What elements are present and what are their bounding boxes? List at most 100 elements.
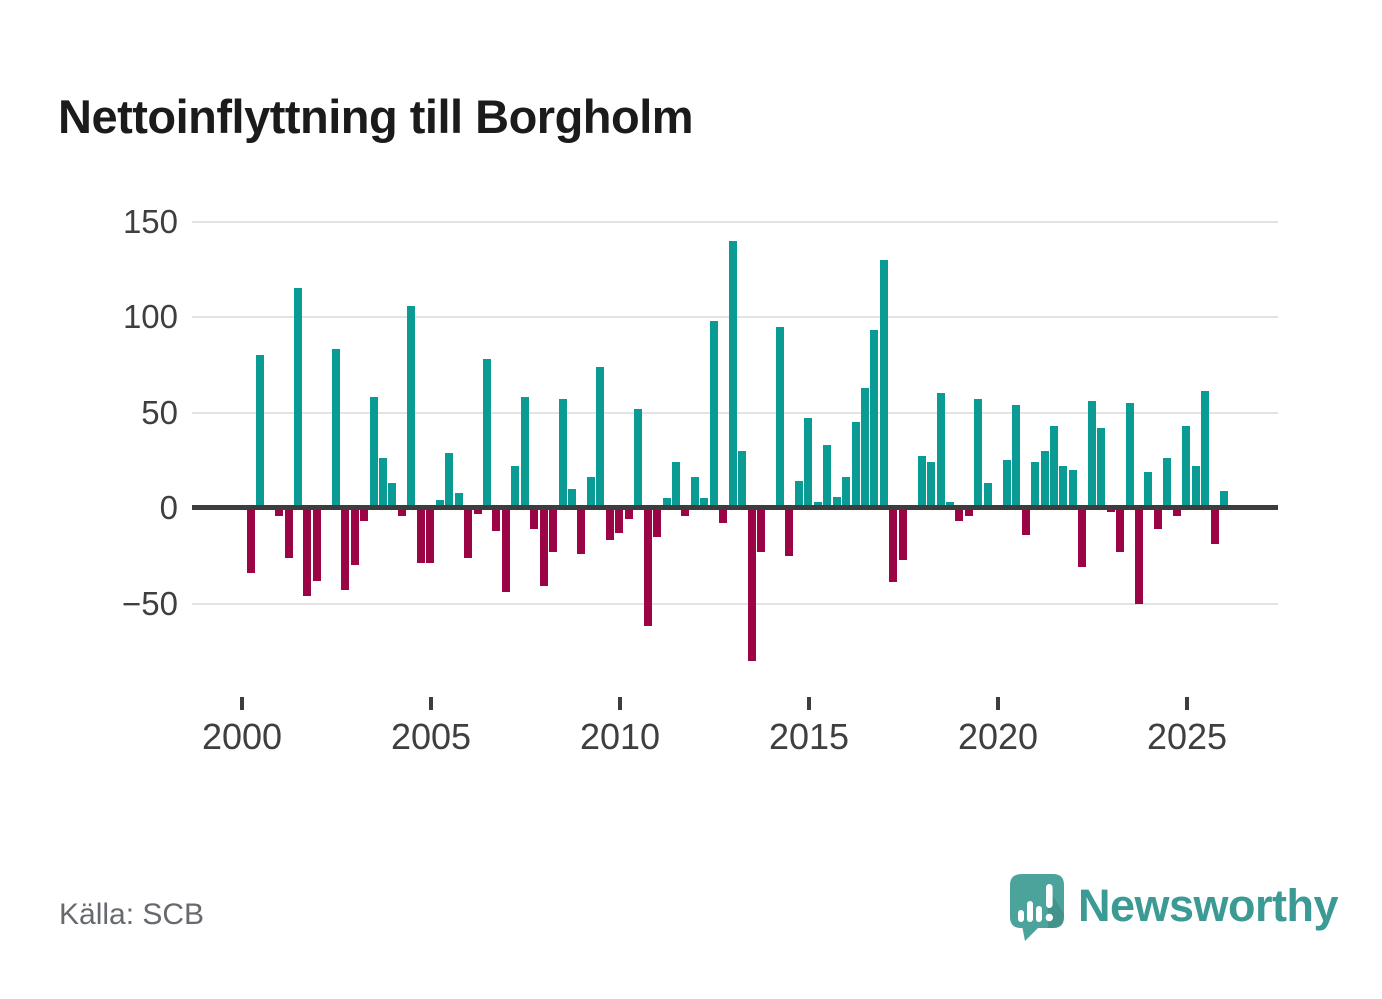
bar-2011-q1 (663, 498, 671, 508)
bar-2002-q2 (332, 349, 340, 508)
bar-2003-q1 (360, 508, 368, 521)
bar-2002-q4 (351, 508, 359, 565)
x-axis-tick-2020 (996, 697, 1000, 710)
bar-2022-q1 (1078, 508, 1086, 567)
bar-2009-q4 (615, 508, 623, 533)
bar-2014-q2 (785, 508, 793, 556)
x-axis-tick-2000 (240, 697, 244, 710)
bar-2015-q3 (833, 497, 841, 508)
bar-2005-q3 (455, 493, 463, 508)
bar-2006-q4 (502, 508, 510, 592)
bar-2009-q3 (606, 508, 614, 540)
bar-2022-q4 (1107, 508, 1115, 512)
bar-2020-q1 (1003, 460, 1011, 508)
bar-2023-q1 (1116, 508, 1124, 552)
bar-2009-q2 (596, 367, 604, 508)
bar-2016-q3 (870, 330, 878, 508)
x-axis-label-2025: 2025 (1146, 716, 1228, 757)
bar-2010-q3 (644, 508, 652, 626)
x-axis-tick-2010 (618, 697, 622, 710)
x-axis-label-2000: 2000 (201, 716, 283, 757)
bar-2019-q3 (984, 483, 992, 508)
newsworthy-speech-bubble-chart-icon (1010, 874, 1064, 941)
page-title: Nettoinflyttning till Borgholm (58, 90, 694, 144)
bar-2010-q2 (634, 409, 642, 508)
x-axis-zero-line (192, 505, 1278, 510)
bar-2006-q3 (492, 508, 500, 531)
bar-2025-q3 (1211, 508, 1219, 544)
bar-2013-q1 (738, 451, 746, 508)
bar-2017-q2 (899, 508, 907, 560)
bar-2001-q3 (303, 508, 311, 596)
x-axis-label-2020: 2020 (957, 716, 1039, 757)
bar-2021-q1 (1041, 451, 1049, 508)
bar-2009-q1 (587, 477, 595, 508)
bar-2024-q4 (1182, 426, 1190, 508)
bar-2012-q4 (729, 241, 737, 508)
bar-2014-q1 (776, 327, 784, 508)
bar-2023-q3 (1135, 508, 1143, 604)
bar-2010-q4 (653, 508, 661, 537)
newsworthy-logo: Newsworthy (1010, 874, 1339, 954)
bar-2005-q2 (445, 453, 453, 508)
bar-2021-q4 (1069, 470, 1077, 508)
bar-2017-q1 (889, 508, 897, 582)
bar-2005-q1 (436, 500, 444, 508)
bar-2021-q2 (1050, 426, 1058, 508)
bar-2006-q2 (483, 359, 491, 508)
brand-name: Newsworthy (1078, 880, 1339, 931)
y-axis-label--50: −50 (122, 584, 178, 622)
bar-2017-q4 (918, 456, 926, 508)
bar-2002-q3 (341, 508, 349, 590)
bar-2024-q2 (1163, 458, 1171, 508)
bar-2005-q4 (464, 508, 472, 558)
bar-2022-q3 (1097, 428, 1105, 508)
bar-2020-q3 (1022, 508, 1030, 535)
bar-2016-q2 (861, 388, 869, 508)
bar-2001-q4 (313, 508, 321, 581)
bar-2003-q3 (379, 458, 387, 508)
y-axis-label-100: 100 (122, 298, 178, 335)
bar-2025-q4 (1220, 491, 1228, 508)
bar-2006-q1 (474, 508, 482, 514)
bar-2013-q2 (748, 508, 756, 661)
bar-2008-q4 (577, 508, 585, 554)
bar-2004-q3 (417, 508, 425, 563)
bar-2003-q4 (388, 483, 396, 508)
bar-2007-q4 (540, 508, 548, 586)
bar-2022-q2 (1088, 401, 1096, 508)
bar-2025-q2 (1201, 391, 1209, 508)
bar-2011-q2 (672, 462, 680, 508)
x-axis-tick-2025 (1185, 697, 1189, 710)
bar-2007-q1 (511, 466, 519, 508)
bar-2015-q2 (823, 445, 831, 508)
bar-2020-q2 (1012, 405, 1020, 508)
y-axis-label-0: 0 (159, 489, 178, 526)
bar-2008-q2 (559, 399, 567, 508)
bar-2024-q3 (1173, 508, 1181, 516)
bar-2000-q2 (256, 355, 264, 508)
gridline-150 (192, 220, 1278, 223)
bar-2018-q1 (927, 462, 935, 508)
bar-2011-q4 (691, 477, 699, 508)
bar-2019-q1 (965, 508, 973, 516)
bar-2014-q4 (804, 418, 812, 508)
bar-2010-q1 (625, 508, 633, 519)
bar-2018-q2 (937, 393, 945, 508)
bar-2018-q4 (955, 508, 963, 521)
y-axis-label-50: 50 (141, 393, 178, 431)
source-attribution: Källa: SCB (59, 898, 205, 931)
bar-2004-q2 (407, 306, 415, 508)
y-axis-label-150: 150 (122, 202, 178, 240)
x-axis-tick-2015 (807, 697, 811, 710)
bar-2000-q1 (247, 508, 255, 573)
bar-2012-q3 (719, 508, 727, 523)
x-axis-label-2015: 2015 (768, 716, 850, 757)
bar-2020-q4 (1031, 462, 1039, 508)
bar-2004-q1 (398, 508, 406, 516)
bar-2013-q3 (757, 508, 765, 552)
bar-2007-q2 (521, 397, 529, 508)
bar-2023-q4 (1144, 472, 1152, 508)
bar-2021-q3 (1059, 466, 1067, 508)
